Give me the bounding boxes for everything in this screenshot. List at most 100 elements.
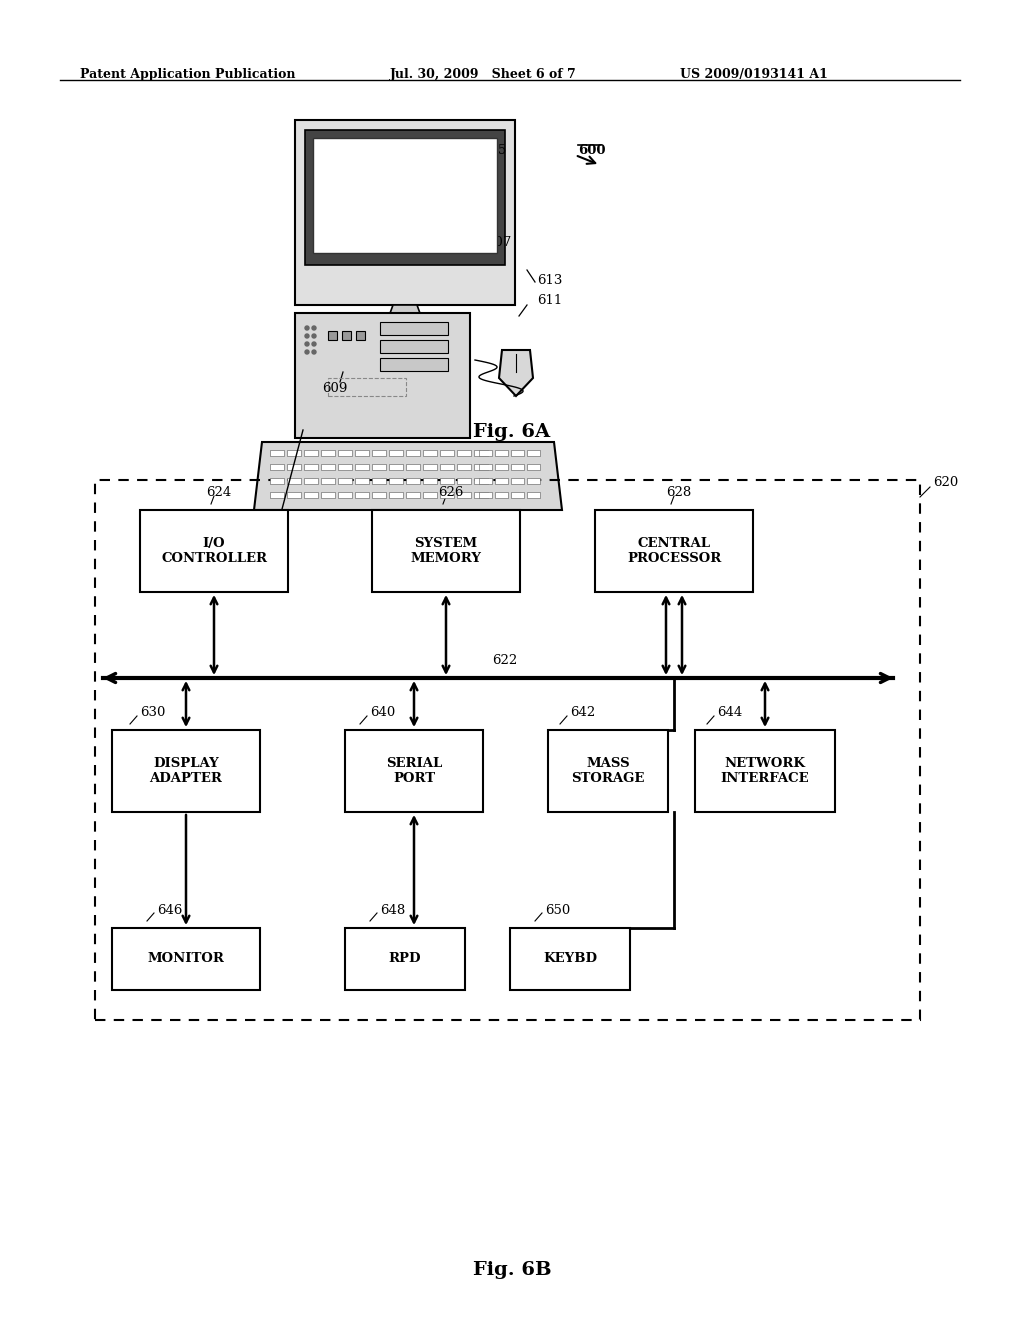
Bar	[474, 465, 488, 470]
Bar	[270, 450, 284, 455]
Text: 605: 605	[481, 144, 506, 157]
Bar	[527, 465, 540, 470]
Bar	[380, 341, 449, 352]
Circle shape	[305, 350, 309, 354]
Bar	[474, 478, 488, 484]
Text: SYSTEM
MEMORY: SYSTEM MEMORY	[411, 537, 481, 565]
Bar	[380, 322, 449, 335]
Text: 603: 603	[459, 180, 484, 193]
Bar	[372, 465, 386, 470]
Bar	[423, 492, 437, 498]
Bar	[423, 465, 437, 470]
Text: 644: 644	[717, 706, 742, 719]
Circle shape	[312, 334, 316, 338]
Text: DISPLAY
ADAPTER: DISPLAY ADAPTER	[150, 756, 222, 785]
Bar	[479, 465, 492, 470]
Text: MASS
STORAGE: MASS STORAGE	[571, 756, 645, 785]
Bar	[440, 492, 454, 498]
Text: 607: 607	[486, 236, 511, 249]
Bar	[548, 730, 668, 812]
Bar	[511, 492, 524, 498]
Bar	[372, 510, 520, 591]
Bar	[440, 450, 454, 455]
Bar	[338, 465, 352, 470]
Text: 600: 600	[578, 144, 605, 157]
Text: KEYBD: KEYBD	[543, 953, 597, 965]
Bar	[270, 492, 284, 498]
Text: SERIAL
PORT: SERIAL PORT	[386, 756, 442, 785]
Text: US 2009/0193141 A1: US 2009/0193141 A1	[680, 69, 827, 81]
Text: Fig. 6B: Fig. 6B	[473, 1261, 551, 1279]
Bar	[423, 450, 437, 455]
Bar	[440, 478, 454, 484]
Text: 609: 609	[322, 381, 347, 395]
Bar	[511, 450, 524, 455]
Bar	[479, 478, 492, 484]
Text: RPD: RPD	[389, 953, 421, 965]
Bar	[389, 465, 403, 470]
Bar	[495, 492, 508, 498]
Circle shape	[305, 326, 309, 330]
Bar	[304, 478, 318, 484]
Bar	[457, 492, 471, 498]
Bar	[474, 492, 488, 498]
Bar	[287, 450, 301, 455]
Bar	[389, 492, 403, 498]
Bar	[287, 465, 301, 470]
Bar	[479, 450, 492, 455]
Bar	[328, 378, 406, 396]
Text: I/O
CONTROLLER: I/O CONTROLLER	[161, 537, 267, 565]
Circle shape	[305, 342, 309, 346]
Bar	[510, 928, 630, 990]
Bar	[423, 478, 437, 484]
Circle shape	[312, 342, 316, 346]
Circle shape	[305, 334, 309, 338]
Bar	[321, 450, 335, 455]
Text: NETWORK
INTERFACE: NETWORK INTERFACE	[721, 756, 809, 785]
Bar	[338, 450, 352, 455]
Text: 640: 640	[370, 706, 395, 719]
Bar	[406, 492, 420, 498]
Text: 611: 611	[537, 293, 562, 306]
Bar	[328, 331, 337, 341]
Bar	[457, 478, 471, 484]
Bar	[95, 480, 920, 1020]
Text: Jul. 30, 2009   Sheet 6 of 7: Jul. 30, 2009 Sheet 6 of 7	[390, 69, 577, 81]
Bar	[112, 928, 260, 990]
Bar	[389, 478, 403, 484]
Bar	[287, 492, 301, 498]
Bar	[355, 478, 369, 484]
Text: Patent Application Publication: Patent Application Publication	[80, 69, 296, 81]
Text: 628: 628	[667, 486, 691, 499]
Bar	[321, 465, 335, 470]
Bar	[457, 450, 471, 455]
Bar	[270, 465, 284, 470]
Text: 613: 613	[537, 273, 562, 286]
Bar	[321, 478, 335, 484]
Bar	[112, 730, 260, 812]
Polygon shape	[499, 350, 534, 396]
Text: CENTRAL
PROCESSOR: CENTRAL PROCESSOR	[627, 537, 721, 565]
Bar	[304, 492, 318, 498]
Bar	[304, 465, 318, 470]
Bar	[406, 478, 420, 484]
Bar	[406, 450, 420, 455]
Bar	[495, 450, 508, 455]
Text: 624: 624	[207, 486, 231, 499]
Bar	[372, 492, 386, 498]
Polygon shape	[385, 305, 425, 327]
Polygon shape	[313, 139, 497, 253]
Bar	[695, 730, 835, 812]
Bar	[527, 492, 540, 498]
Bar	[527, 450, 540, 455]
Bar	[511, 478, 524, 484]
Bar	[140, 510, 288, 591]
Polygon shape	[254, 442, 562, 510]
Bar	[270, 478, 284, 484]
Circle shape	[312, 326, 316, 330]
Bar	[355, 492, 369, 498]
Bar	[495, 478, 508, 484]
Bar	[380, 358, 449, 371]
Polygon shape	[295, 120, 515, 305]
Bar	[372, 478, 386, 484]
